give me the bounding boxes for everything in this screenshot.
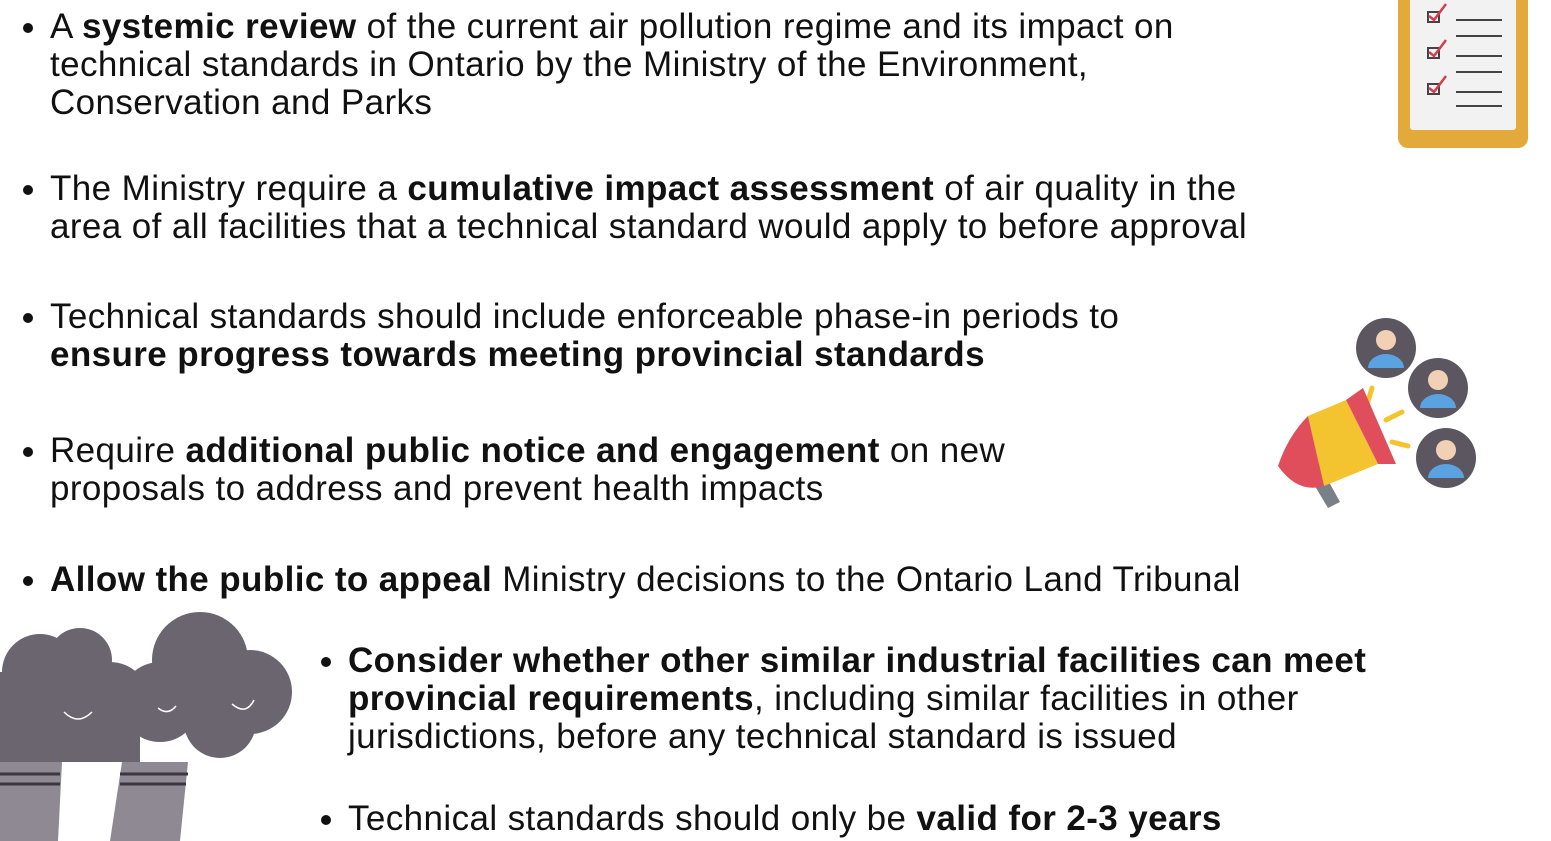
text: A [50,7,82,46]
bullet-dot [23,185,33,195]
bullet-item: Technical standards should only be valid… [348,800,1222,838]
bullet-item: Allow the public to appeal Ministry deci… [50,561,1241,599]
text: proposals to address and prevent health … [50,469,824,508]
text: Ministry decisions to the Ontario Land T… [492,560,1241,599]
bullet-dot [23,313,33,323]
bullet-dot [321,815,331,825]
text-line: ensure progress towards meeting provinci… [50,336,1119,374]
bold-text: Consider whether other similar industria… [348,641,1366,680]
bold-text: ensure progress towards meeting provinci… [50,335,985,374]
text-line: A systemic review of the current air pol… [50,8,1174,46]
bullet-item: The Ministry require a cumulative impact… [50,170,1247,246]
text: Require [50,431,186,470]
text-line: Consider whether other similar industria… [348,642,1366,680]
text-line: jurisdictions, before any technical stan… [348,718,1366,756]
bold-text: systemic review [82,7,357,46]
text: of air quality in the [934,169,1237,208]
text-line: Allow the public to appeal Ministry deci… [50,561,1241,599]
text: jurisdictions, before any technical stan… [348,717,1177,756]
text-line: technical standards in Ontario by the Mi… [50,46,1174,84]
text-line: Technical standards should only be valid… [348,800,1222,838]
text: , including similar facilities in other [754,679,1299,718]
bullet-dot [23,576,33,586]
bold-text: provincial requirements [348,679,754,718]
bullet-dot [23,447,33,457]
text: on new [880,431,1005,470]
text: technical standards in Ontario by the Mi… [50,45,1088,84]
text-line: proposals to address and prevent health … [50,470,1005,508]
bold-text: valid for 2-3 years [917,799,1222,838]
text-line: area of all facilities that a technical … [50,208,1247,246]
clipboard-icon [1396,0,1530,150]
bold-text: Allow the public to appeal [50,560,492,599]
text: Technical standards should only be [348,799,917,838]
text: Conservation and Parks [50,83,432,122]
bullet-dot [23,23,33,33]
text: of the current air pollution regime and … [356,7,1173,46]
text-line: Require additional public notice and eng… [50,432,1005,470]
bullet-item: Technical standards should include enfor… [50,298,1119,374]
bold-text: cumulative impact assessment [407,169,934,208]
bullet-item: A systemic review of the current air pol… [50,8,1174,122]
text-line: The Ministry require a cumulative impact… [50,170,1247,208]
factory-smoke-icon [0,612,300,841]
megaphone-icon [1268,316,1478,516]
bold-text: additional public notice and engagement [186,431,880,470]
text-line: Technical standards should include enfor… [50,298,1119,336]
text: Technical standards should include enfor… [50,297,1119,336]
text: The Ministry require a [50,169,407,208]
bullet-item: Require additional public notice and eng… [50,432,1005,508]
bullet-dot [321,657,331,667]
text-line: Conservation and Parks [50,84,1174,122]
page: A systemic review of the current air pol… [0,0,1551,841]
text: area of all facilities that a technical … [50,207,1247,246]
bullet-item: Consider whether other similar industria… [348,642,1366,756]
text-line: provincial requirements, including simil… [348,680,1366,718]
